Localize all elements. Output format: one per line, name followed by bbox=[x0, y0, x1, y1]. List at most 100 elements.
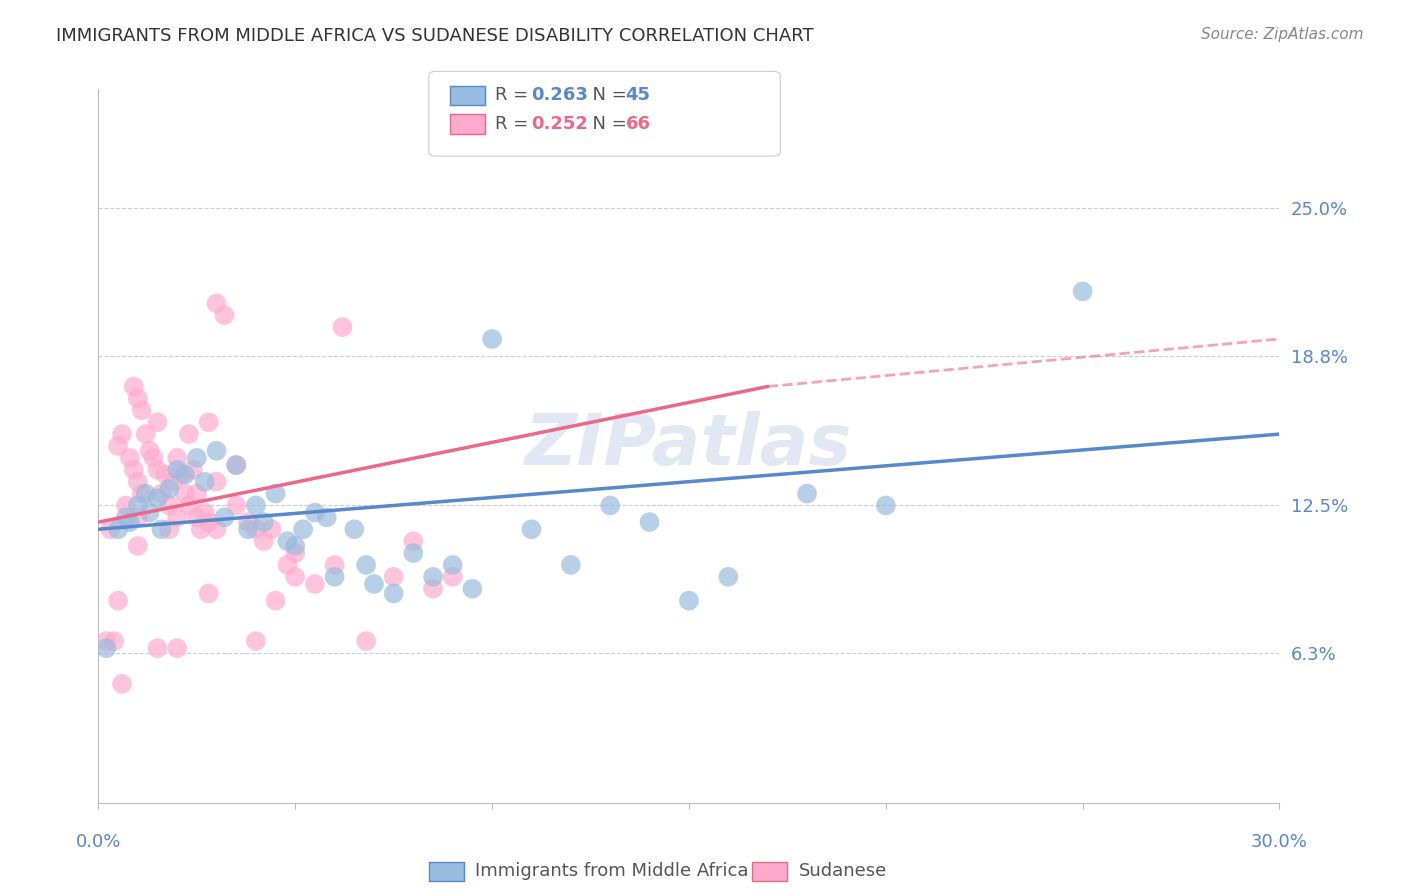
Point bbox=[560, 558, 582, 572]
Point bbox=[127, 392, 149, 406]
Point bbox=[157, 482, 180, 496]
Point bbox=[284, 570, 307, 584]
Point bbox=[131, 486, 153, 500]
Point bbox=[253, 534, 276, 549]
Text: 30.0%: 30.0% bbox=[1251, 833, 1308, 851]
Point bbox=[253, 515, 276, 529]
Point bbox=[343, 522, 366, 536]
Text: Sudanese: Sudanese bbox=[799, 863, 887, 880]
Text: N =: N = bbox=[581, 87, 633, 104]
Text: 0.0%: 0.0% bbox=[76, 833, 121, 851]
Point bbox=[131, 403, 153, 417]
Point bbox=[236, 515, 259, 529]
Point bbox=[181, 463, 204, 477]
Point bbox=[197, 515, 219, 529]
Point bbox=[225, 458, 247, 472]
Point bbox=[122, 463, 145, 477]
Point bbox=[315, 510, 337, 524]
Point bbox=[205, 475, 228, 489]
Point bbox=[304, 577, 326, 591]
Point bbox=[127, 539, 149, 553]
Point bbox=[236, 522, 259, 536]
Point bbox=[186, 486, 208, 500]
Point bbox=[1071, 285, 1094, 299]
Point bbox=[118, 515, 141, 529]
Point bbox=[127, 499, 149, 513]
Point bbox=[264, 486, 287, 500]
Point bbox=[174, 486, 197, 500]
Point bbox=[155, 467, 177, 482]
Text: R =: R = bbox=[495, 87, 534, 104]
Point bbox=[678, 593, 700, 607]
Text: 66: 66 bbox=[626, 115, 651, 133]
Point bbox=[225, 499, 247, 513]
Point bbox=[162, 475, 184, 489]
Point bbox=[205, 296, 228, 310]
Text: 45: 45 bbox=[626, 87, 651, 104]
Point bbox=[875, 499, 897, 513]
Point bbox=[98, 522, 121, 536]
Point bbox=[354, 634, 377, 648]
Point bbox=[107, 439, 129, 453]
Point bbox=[186, 510, 208, 524]
Point bbox=[122, 379, 145, 393]
Point bbox=[150, 522, 173, 536]
Point bbox=[276, 558, 298, 572]
Point bbox=[103, 634, 125, 648]
Point bbox=[214, 308, 236, 322]
Point bbox=[138, 443, 160, 458]
Point bbox=[166, 510, 188, 524]
Point bbox=[96, 641, 118, 656]
Text: 0.263: 0.263 bbox=[531, 87, 588, 104]
Point bbox=[520, 522, 543, 536]
Point bbox=[402, 534, 425, 549]
Text: R =: R = bbox=[495, 115, 534, 133]
Point bbox=[245, 499, 267, 513]
Point bbox=[402, 546, 425, 560]
Point bbox=[138, 506, 160, 520]
Point bbox=[177, 499, 200, 513]
Point bbox=[111, 427, 134, 442]
Point bbox=[422, 570, 444, 584]
Point bbox=[276, 534, 298, 549]
Point bbox=[135, 486, 157, 500]
Point bbox=[96, 634, 118, 648]
Point bbox=[146, 491, 169, 506]
Point bbox=[323, 558, 346, 572]
Point bbox=[194, 475, 217, 489]
Point bbox=[441, 570, 464, 584]
Point bbox=[245, 634, 267, 648]
Point bbox=[332, 320, 354, 334]
Point bbox=[190, 522, 212, 536]
Point bbox=[245, 522, 267, 536]
Point bbox=[225, 458, 247, 472]
Point bbox=[177, 427, 200, 442]
Point bbox=[264, 593, 287, 607]
Point bbox=[304, 506, 326, 520]
Point bbox=[107, 593, 129, 607]
Point bbox=[166, 641, 188, 656]
Point bbox=[323, 570, 346, 584]
Point bbox=[382, 586, 405, 600]
Point bbox=[292, 522, 315, 536]
Point bbox=[186, 450, 208, 465]
Text: N =: N = bbox=[581, 115, 633, 133]
Point bbox=[146, 463, 169, 477]
Text: Immigrants from Middle Africa: Immigrants from Middle Africa bbox=[475, 863, 749, 880]
Point bbox=[118, 450, 141, 465]
Point bbox=[111, 677, 134, 691]
Point bbox=[107, 522, 129, 536]
Point bbox=[205, 522, 228, 536]
Point bbox=[354, 558, 377, 572]
Point bbox=[422, 582, 444, 596]
Point bbox=[796, 486, 818, 500]
Point bbox=[363, 577, 385, 591]
Point bbox=[157, 522, 180, 536]
Point bbox=[260, 522, 283, 536]
Point bbox=[481, 332, 503, 346]
Text: Source: ZipAtlas.com: Source: ZipAtlas.com bbox=[1201, 27, 1364, 42]
Point bbox=[194, 506, 217, 520]
Text: ZIPatlas: ZIPatlas bbox=[526, 411, 852, 481]
Point bbox=[150, 486, 173, 500]
Text: 0.252: 0.252 bbox=[531, 115, 588, 133]
